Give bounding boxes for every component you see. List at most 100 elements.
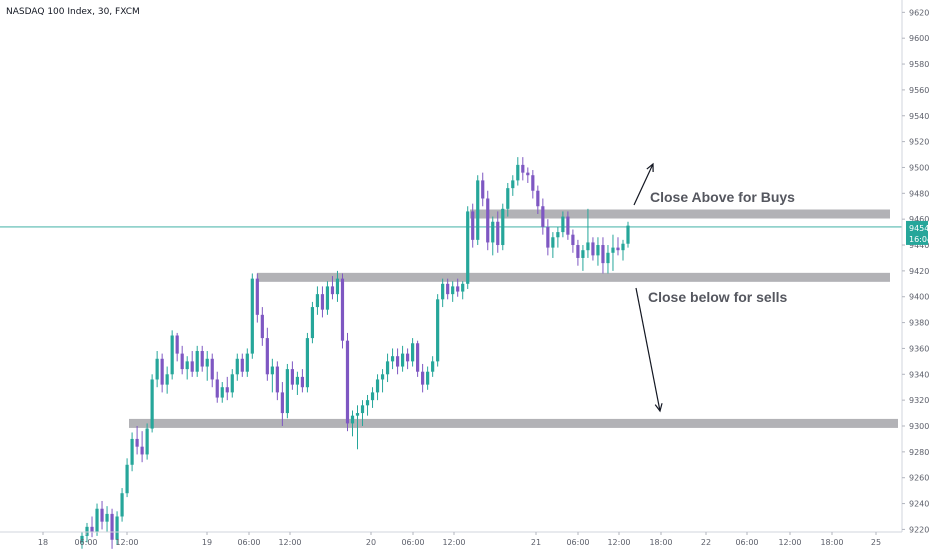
candle-body bbox=[330, 286, 335, 295]
time-tick-label: 06:00 bbox=[74, 538, 97, 547]
candle bbox=[200, 345, 204, 372]
candle bbox=[556, 226, 560, 248]
time-axis[interactable]: 18 06:00 12:00 19 06:00 12:00 20 06:00 12:00 21 06… bbox=[0, 531, 902, 547]
candle-body bbox=[501, 208, 505, 246]
candle bbox=[170, 330, 174, 380]
current-price-tag-bg bbox=[906, 220, 928, 245]
candle-body bbox=[581, 250, 585, 258]
candle bbox=[355, 405, 360, 450]
candle-body bbox=[506, 188, 510, 209]
candle bbox=[85, 522, 89, 543]
candle-body bbox=[380, 374, 385, 380]
candle bbox=[626, 221, 630, 248]
candle-body bbox=[370, 392, 375, 401]
candle-body bbox=[431, 361, 435, 372]
candle bbox=[90, 516, 94, 538]
candle-body bbox=[190, 361, 194, 372]
candle-body bbox=[621, 243, 625, 251]
candle bbox=[320, 286, 325, 318]
zone-band bbox=[257, 272, 890, 282]
candle bbox=[125, 458, 129, 498]
candle-body bbox=[405, 353, 410, 362]
candle bbox=[135, 426, 139, 455]
candle-body bbox=[235, 358, 239, 375]
candle-body bbox=[571, 234, 575, 246]
candle bbox=[431, 356, 435, 377]
price-tick-label: 9620 bbox=[909, 8, 929, 17]
price-tick-label: 9320 bbox=[909, 396, 929, 405]
candlestick-series bbox=[80, 157, 630, 549]
candle bbox=[405, 348, 410, 370]
candle-body bbox=[230, 374, 234, 393]
price-axis[interactable]: 9220 9240 9260 9280 9300 9320 9340 9360 9380 9400… bbox=[901, 0, 929, 534]
candle bbox=[185, 356, 189, 380]
candle bbox=[145, 423, 149, 460]
candle bbox=[345, 332, 350, 432]
candle bbox=[561, 211, 565, 238]
candle bbox=[195, 345, 199, 377]
candle bbox=[140, 431, 144, 463]
candle-body bbox=[461, 283, 465, 292]
candle bbox=[335, 270, 340, 302]
candle-body bbox=[90, 526, 94, 532]
candle bbox=[110, 508, 114, 549]
candle-body bbox=[160, 358, 164, 385]
candle-body bbox=[390, 356, 395, 362]
candle-body bbox=[240, 358, 244, 372]
annotation-arrows bbox=[633, 162, 663, 413]
chart-title: NASDAQ 100 Index, 30, FXCM bbox=[6, 7, 140, 17]
candle-body bbox=[536, 190, 540, 207]
candle bbox=[521, 157, 525, 181]
candle bbox=[155, 351, 159, 388]
zone-band bbox=[470, 209, 890, 219]
candle-body bbox=[165, 374, 169, 385]
candle bbox=[436, 294, 440, 367]
candle-body bbox=[395, 356, 400, 367]
price-tick-label: 9360 bbox=[909, 344, 929, 353]
candle-body bbox=[260, 314, 264, 339]
note-close-above-buys: Close Above for Buys bbox=[650, 189, 795, 205]
candle bbox=[215, 371, 219, 403]
candle-body bbox=[426, 371, 430, 385]
candle-body bbox=[225, 387, 229, 393]
candle-body bbox=[466, 211, 470, 284]
candle bbox=[546, 219, 550, 256]
price-tick-label: 9380 bbox=[909, 319, 929, 328]
candle-body bbox=[531, 175, 535, 191]
candle-body bbox=[456, 286, 460, 292]
candle bbox=[95, 503, 99, 536]
candle bbox=[270, 358, 274, 393]
time-tick-label: 25 bbox=[871, 538, 881, 547]
candle-body bbox=[195, 351, 199, 372]
price-tick-label: 9440 bbox=[909, 241, 929, 250]
candle-body bbox=[611, 247, 615, 253]
current-price-label: 9454 bbox=[909, 224, 929, 233]
candle bbox=[616, 237, 620, 256]
candle-body bbox=[400, 353, 405, 367]
price-tick-label: 9400 bbox=[909, 293, 929, 302]
time-tick-label: 21 bbox=[531, 538, 541, 547]
candle bbox=[551, 232, 555, 258]
candle bbox=[591, 237, 595, 261]
candle-body bbox=[210, 358, 214, 380]
time-tick-label: 22 bbox=[701, 538, 711, 547]
candle-body bbox=[305, 338, 310, 388]
candle bbox=[150, 374, 154, 433]
candle bbox=[255, 273, 259, 323]
price-tick-label: 9220 bbox=[909, 525, 929, 534]
candle bbox=[536, 185, 540, 214]
candle-body bbox=[526, 172, 530, 176]
arrow-head bbox=[654, 403, 663, 413]
candle bbox=[165, 366, 169, 394]
candle-body bbox=[471, 211, 475, 240]
candle-body bbox=[476, 180, 480, 240]
candle-body bbox=[411, 343, 415, 362]
candle-body bbox=[626, 225, 630, 244]
time-tick-label: 06:00 bbox=[566, 538, 589, 547]
annotation-notes: Close Above for Buys Close below for sel… bbox=[648, 189, 795, 305]
candle-body bbox=[586, 242, 590, 251]
candle-body bbox=[546, 226, 550, 248]
candle bbox=[461, 281, 465, 300]
candle bbox=[360, 400, 365, 426]
candle bbox=[451, 281, 455, 302]
